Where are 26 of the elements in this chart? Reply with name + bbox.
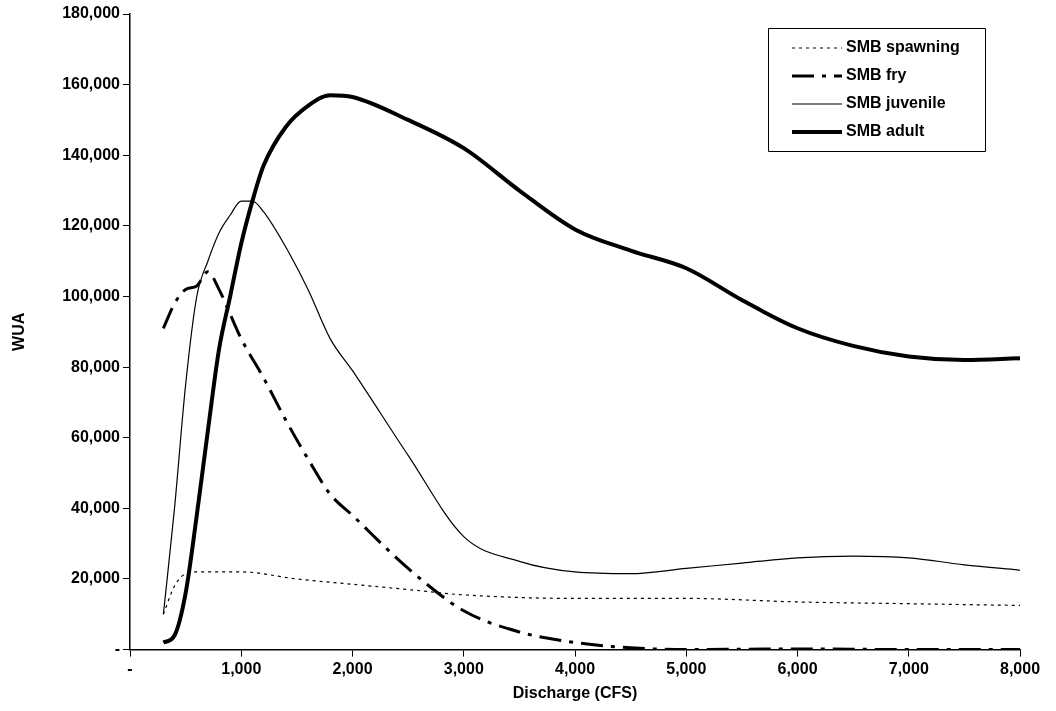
y-tick-label: 160,000	[62, 75, 121, 93]
y-tick-label: 140,000	[62, 145, 121, 163]
legend-label: SMB fry	[846, 66, 907, 84]
y-tick-label: 120,000	[62, 216, 121, 234]
legend-label: SMB adult	[846, 122, 925, 140]
y-axis-title: WUA	[10, 312, 28, 351]
y-tick-label: 80,000	[71, 357, 121, 375]
y-tick-label: 180,000	[62, 4, 121, 22]
x-tick-label: 2,000	[332, 659, 373, 677]
x-tick-label: 6,000	[777, 659, 818, 677]
x-tick-label: 4,000	[554, 659, 596, 677]
y-tick-label: 100,000	[62, 286, 121, 304]
legend-label: SMB spawning	[846, 38, 960, 56]
y-tick-label: 20,000	[71, 569, 121, 587]
y-tick-label: 40,000	[71, 498, 121, 516]
y-tick-label: -	[114, 640, 120, 658]
x-tick-label: 1,000	[221, 659, 262, 677]
x-tick-label: 7,000	[888, 659, 929, 677]
x-tick-label: -	[127, 659, 133, 677]
x-axis-title: Discharge (CFS)	[512, 683, 638, 701]
line-series	[161, 93, 1020, 645]
x-tick-label: 3,000	[443, 659, 484, 677]
legend-label: SMB juvenile	[846, 94, 946, 112]
x-tick-label: 8,000	[999, 659, 1041, 677]
y-tick-label: 60,000	[71, 428, 121, 446]
x-tick-label: 5,000	[666, 659, 707, 677]
